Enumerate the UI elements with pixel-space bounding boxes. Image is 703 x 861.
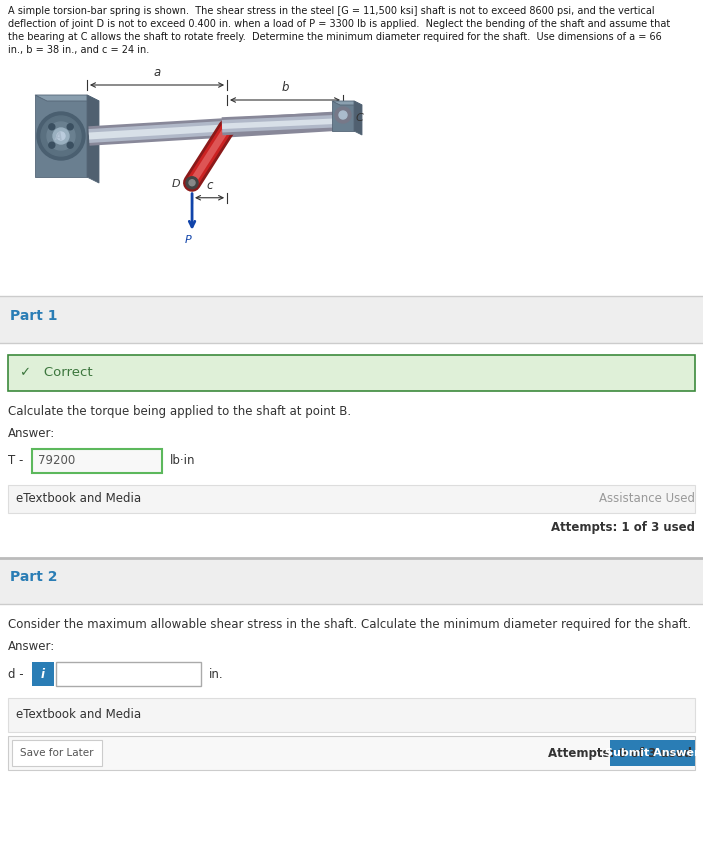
FancyBboxPatch shape — [8, 698, 695, 732]
FancyBboxPatch shape — [332, 101, 354, 131]
FancyBboxPatch shape — [32, 449, 162, 473]
Text: C: C — [356, 113, 363, 123]
FancyBboxPatch shape — [0, 558, 703, 604]
Circle shape — [186, 177, 198, 189]
FancyBboxPatch shape — [8, 355, 695, 391]
Circle shape — [41, 116, 81, 156]
Text: A simple torsion-bar spring is shown.  The shear stress in the steel [G = 11,500: A simple torsion-bar spring is shown. Th… — [8, 6, 654, 16]
Text: a: a — [153, 66, 161, 79]
Circle shape — [37, 112, 85, 160]
Text: lb·in: lb·in — [170, 455, 195, 468]
Text: eTextbook and Media: eTextbook and Media — [16, 709, 141, 722]
Text: d -: d - — [8, 667, 24, 680]
Circle shape — [335, 107, 351, 123]
FancyBboxPatch shape — [35, 95, 87, 177]
Text: T -: T - — [8, 455, 23, 468]
Text: D: D — [172, 179, 180, 189]
Circle shape — [49, 142, 55, 148]
Circle shape — [339, 111, 347, 119]
Text: i: i — [41, 667, 45, 680]
Text: Assistance Used: Assistance Used — [599, 492, 695, 505]
FancyBboxPatch shape — [32, 662, 54, 686]
Text: P: P — [185, 235, 191, 245]
Text: Attempts: 0 of 3 used: Attempts: 0 of 3 used — [548, 746, 692, 759]
Circle shape — [67, 124, 73, 130]
Polygon shape — [87, 95, 99, 183]
Text: b: b — [281, 81, 289, 94]
Text: B: B — [229, 118, 237, 127]
Text: deflection of joint D is not to exceed 0.400 in. when a load of P = 3300 lb is a: deflection of joint D is not to exceed 0… — [8, 19, 670, 29]
Text: Submit Answer: Submit Answer — [605, 748, 699, 758]
Text: Save for Later: Save for Later — [20, 748, 93, 758]
Text: 79200: 79200 — [38, 455, 75, 468]
FancyBboxPatch shape — [56, 662, 201, 686]
Text: Part 1: Part 1 — [10, 309, 58, 323]
Text: c: c — [206, 179, 213, 192]
FancyBboxPatch shape — [0, 343, 703, 558]
FancyBboxPatch shape — [8, 485, 695, 513]
Text: Answer:: Answer: — [8, 427, 56, 440]
Circle shape — [189, 180, 195, 186]
Circle shape — [53, 128, 69, 144]
Text: in., b = 38 in., and c = 24 in.: in., b = 38 in., and c = 24 in. — [8, 45, 149, 55]
Text: A: A — [54, 132, 62, 142]
FancyBboxPatch shape — [0, 297, 703, 343]
Polygon shape — [354, 101, 362, 135]
Text: Part 2: Part 2 — [10, 570, 58, 584]
Text: Calculate the torque being applied to the shaft at point B.: Calculate the torque being applied to th… — [8, 405, 351, 418]
Text: the bearing at C allows the shaft to rotate freely.  Determine the minimum diame: the bearing at C allows the shaft to rot… — [8, 32, 662, 42]
FancyBboxPatch shape — [12, 740, 102, 766]
Text: Consider the maximum allowable shear stress in the shaft. Calculate the minimum : Consider the maximum allowable shear str… — [8, 618, 691, 631]
Text: in.: in. — [209, 667, 224, 680]
FancyBboxPatch shape — [0, 0, 703, 295]
Polygon shape — [35, 95, 99, 101]
Circle shape — [47, 122, 75, 150]
Circle shape — [57, 132, 65, 140]
Circle shape — [67, 142, 73, 148]
Polygon shape — [332, 101, 362, 105]
FancyBboxPatch shape — [8, 736, 695, 770]
Text: ✓   Correct: ✓ Correct — [20, 367, 93, 380]
FancyBboxPatch shape — [0, 604, 703, 861]
FancyBboxPatch shape — [610, 740, 695, 766]
Circle shape — [49, 124, 55, 130]
Text: Answer:: Answer: — [8, 640, 56, 653]
Text: Attempts: 1 of 3 used: Attempts: 1 of 3 used — [551, 521, 695, 534]
Text: eTextbook and Media: eTextbook and Media — [16, 492, 141, 505]
